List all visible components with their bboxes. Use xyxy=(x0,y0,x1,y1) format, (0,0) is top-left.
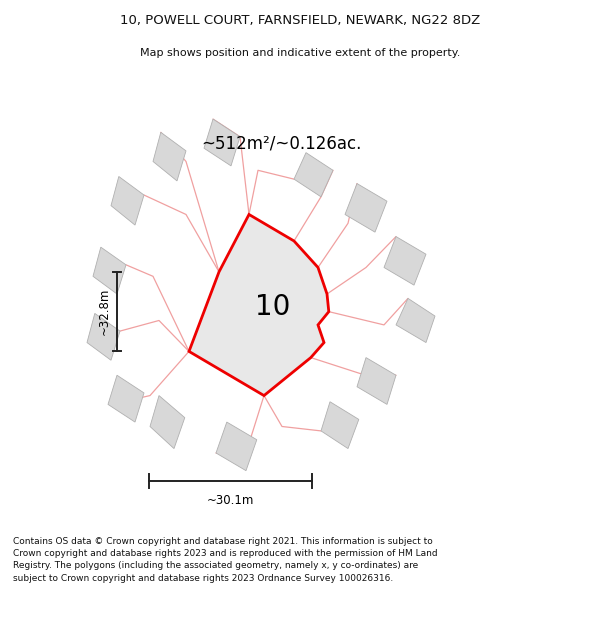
Polygon shape xyxy=(189,214,329,396)
Polygon shape xyxy=(153,132,186,181)
Polygon shape xyxy=(321,402,359,449)
Text: Contains OS data © Crown copyright and database right 2021. This information is : Contains OS data © Crown copyright and d… xyxy=(13,537,438,582)
Text: 10, POWELL COURT, FARNSFIELD, NEWARK, NG22 8DZ: 10, POWELL COURT, FARNSFIELD, NEWARK, NG… xyxy=(120,14,480,27)
Text: 10: 10 xyxy=(256,293,290,321)
Polygon shape xyxy=(357,357,396,404)
Polygon shape xyxy=(111,176,144,225)
Polygon shape xyxy=(150,396,185,449)
Text: ~32.8m: ~32.8m xyxy=(97,288,110,336)
Polygon shape xyxy=(396,298,435,343)
Polygon shape xyxy=(108,375,144,422)
Polygon shape xyxy=(294,152,333,197)
Polygon shape xyxy=(384,236,426,285)
Polygon shape xyxy=(345,184,387,232)
Polygon shape xyxy=(204,119,240,166)
Polygon shape xyxy=(216,422,257,471)
Polygon shape xyxy=(93,247,126,294)
Polygon shape xyxy=(87,313,120,360)
Text: ~30.1m: ~30.1m xyxy=(207,494,254,508)
Text: ~512m²/~0.126ac.: ~512m²/~0.126ac. xyxy=(201,135,361,152)
Text: Map shows position and indicative extent of the property.: Map shows position and indicative extent… xyxy=(140,48,460,58)
